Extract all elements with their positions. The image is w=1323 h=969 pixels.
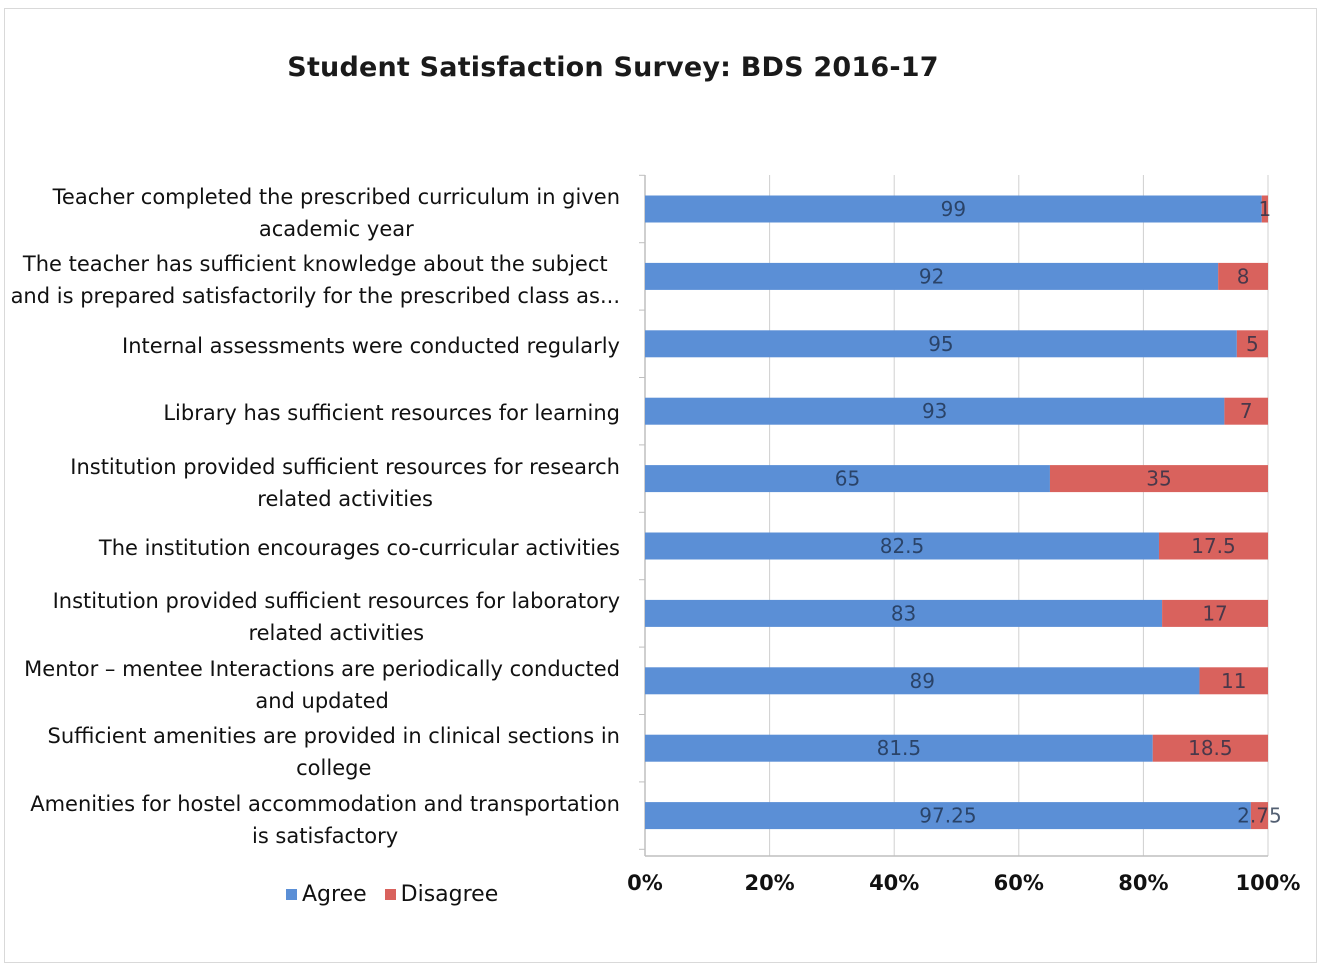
bar-agree [645,734,1153,762]
category-label-line: The institution encourages co-curricular… [98,536,620,560]
category-label: Sufficient amenities are provided in cli… [48,720,620,784]
bar-disagree [1261,195,1268,223]
category-label: Internal assessments were conducted regu… [122,330,620,362]
data-label-agree: 92 [919,264,944,288]
bar-disagree [1199,667,1268,695]
x-tick-label: 80% [1118,871,1168,895]
category-label-line: college [296,756,372,781]
data-label-agree: 97.25 [919,804,976,828]
category-label: The teacher has sufficient knowledge abo… [11,248,620,312]
data-label-disagree: 35 [1146,467,1171,491]
x-tick-label: 0% [627,871,663,895]
data-label-agree: 82.5 [880,534,925,558]
x-tick-label: 100% [1236,871,1301,895]
data-label-disagree: 2.75 [1237,804,1282,828]
category-label-line: Mentor – mentee Interactions are periodi… [24,656,620,681]
bar-agree [645,465,1050,493]
bar-agree [645,667,1200,695]
category-label-line: and updated [255,688,389,713]
bar-disagree [1236,330,1268,358]
category-label-line: Amenities for hostel accommodation and t… [30,791,620,816]
category-label: Teacher completed the prescribed curricu… [53,181,620,245]
bar-agree [645,599,1163,627]
data-label-disagree: 5 [1246,332,1259,356]
category-label: The institution encourages co-curricular… [99,532,620,564]
legend-item-disagree: Disagree [384,882,499,907]
category-label: Institution provided sufficient resource… [70,451,620,515]
data-label-agree: 81.5 [877,736,922,760]
data-label-agree: 89 [910,669,935,693]
legend-label-agree: Agree [302,882,367,907]
legend-swatch-agree [286,889,297,900]
x-tick-label: 60% [994,871,1044,895]
category-label: Amenities for hostel accommodation and t… [30,788,620,852]
data-label-agree: 95 [928,332,953,356]
chart-title: Student Satisfaction Survey: BDS 2016-17 [287,52,939,83]
x-tick-label: 20% [744,871,794,895]
x-tick-label: 40% [869,871,919,895]
legend-item-agree: Agree [286,882,367,907]
data-label-disagree: 17 [1202,601,1227,625]
bar-disagree [1162,599,1268,627]
bar-agree [645,330,1237,358]
category-label-line: Institution provided sufficient resource… [52,589,620,614]
legend-label-disagree: Disagree [400,882,499,907]
category-label-line: academic year [258,217,414,241]
category-label-line: related activities [257,486,433,511]
category-label-line: and is prepared satisfactorily for the p… [10,284,620,309]
bar-agree [645,397,1225,425]
data-label-agree: 65 [835,467,860,491]
category-label-line: Internal assessments were conducted regu… [122,333,620,358]
data-label-disagree: 1 [1259,197,1272,221]
category-label: Institution provided sufficient resource… [53,585,620,649]
category-label-line: Teacher completed the prescribed curricu… [52,185,620,209]
legend: Agree Disagree [286,882,516,907]
bar-agree [645,262,1219,290]
bar-disagree [1250,802,1268,830]
category-label-line: Institution provided sufficient resource… [70,454,620,479]
category-label: Library has sufficient resources for lea… [163,397,620,429]
data-label-disagree: 17.5 [1191,534,1236,558]
bar-disagree [1218,262,1268,290]
category-label-line: related activities [248,621,425,646]
category-label-line: Sufficient amenities are provided in cli… [47,724,620,749]
data-label-agree: 83 [891,601,916,625]
category-label-line: Library has sufficient resources for lea… [163,401,620,426]
bar-agree [645,802,1251,830]
category-label: Mentor – mentee Interactions are periodi… [24,653,620,717]
data-label-disagree: 7 [1240,399,1253,423]
data-label-disagree: 8 [1237,264,1250,288]
data-label-agree: 93 [922,399,947,423]
bar-disagree [1224,397,1268,425]
data-label-agree: 99 [941,197,966,221]
bar-disagree [1152,734,1268,762]
category-label-line: The teacher has sufficient knowledge abo… [22,252,608,277]
bar-disagree [1158,532,1268,560]
legend-swatch-disagree [384,889,396,900]
data-label-disagree: 18.5 [1188,736,1233,760]
bar-agree [645,532,1159,560]
category-label-line: is satisfactory [251,823,399,848]
data-label-disagree: 11 [1221,669,1246,693]
bar-agree [645,195,1262,223]
bar-disagree [1049,465,1268,493]
